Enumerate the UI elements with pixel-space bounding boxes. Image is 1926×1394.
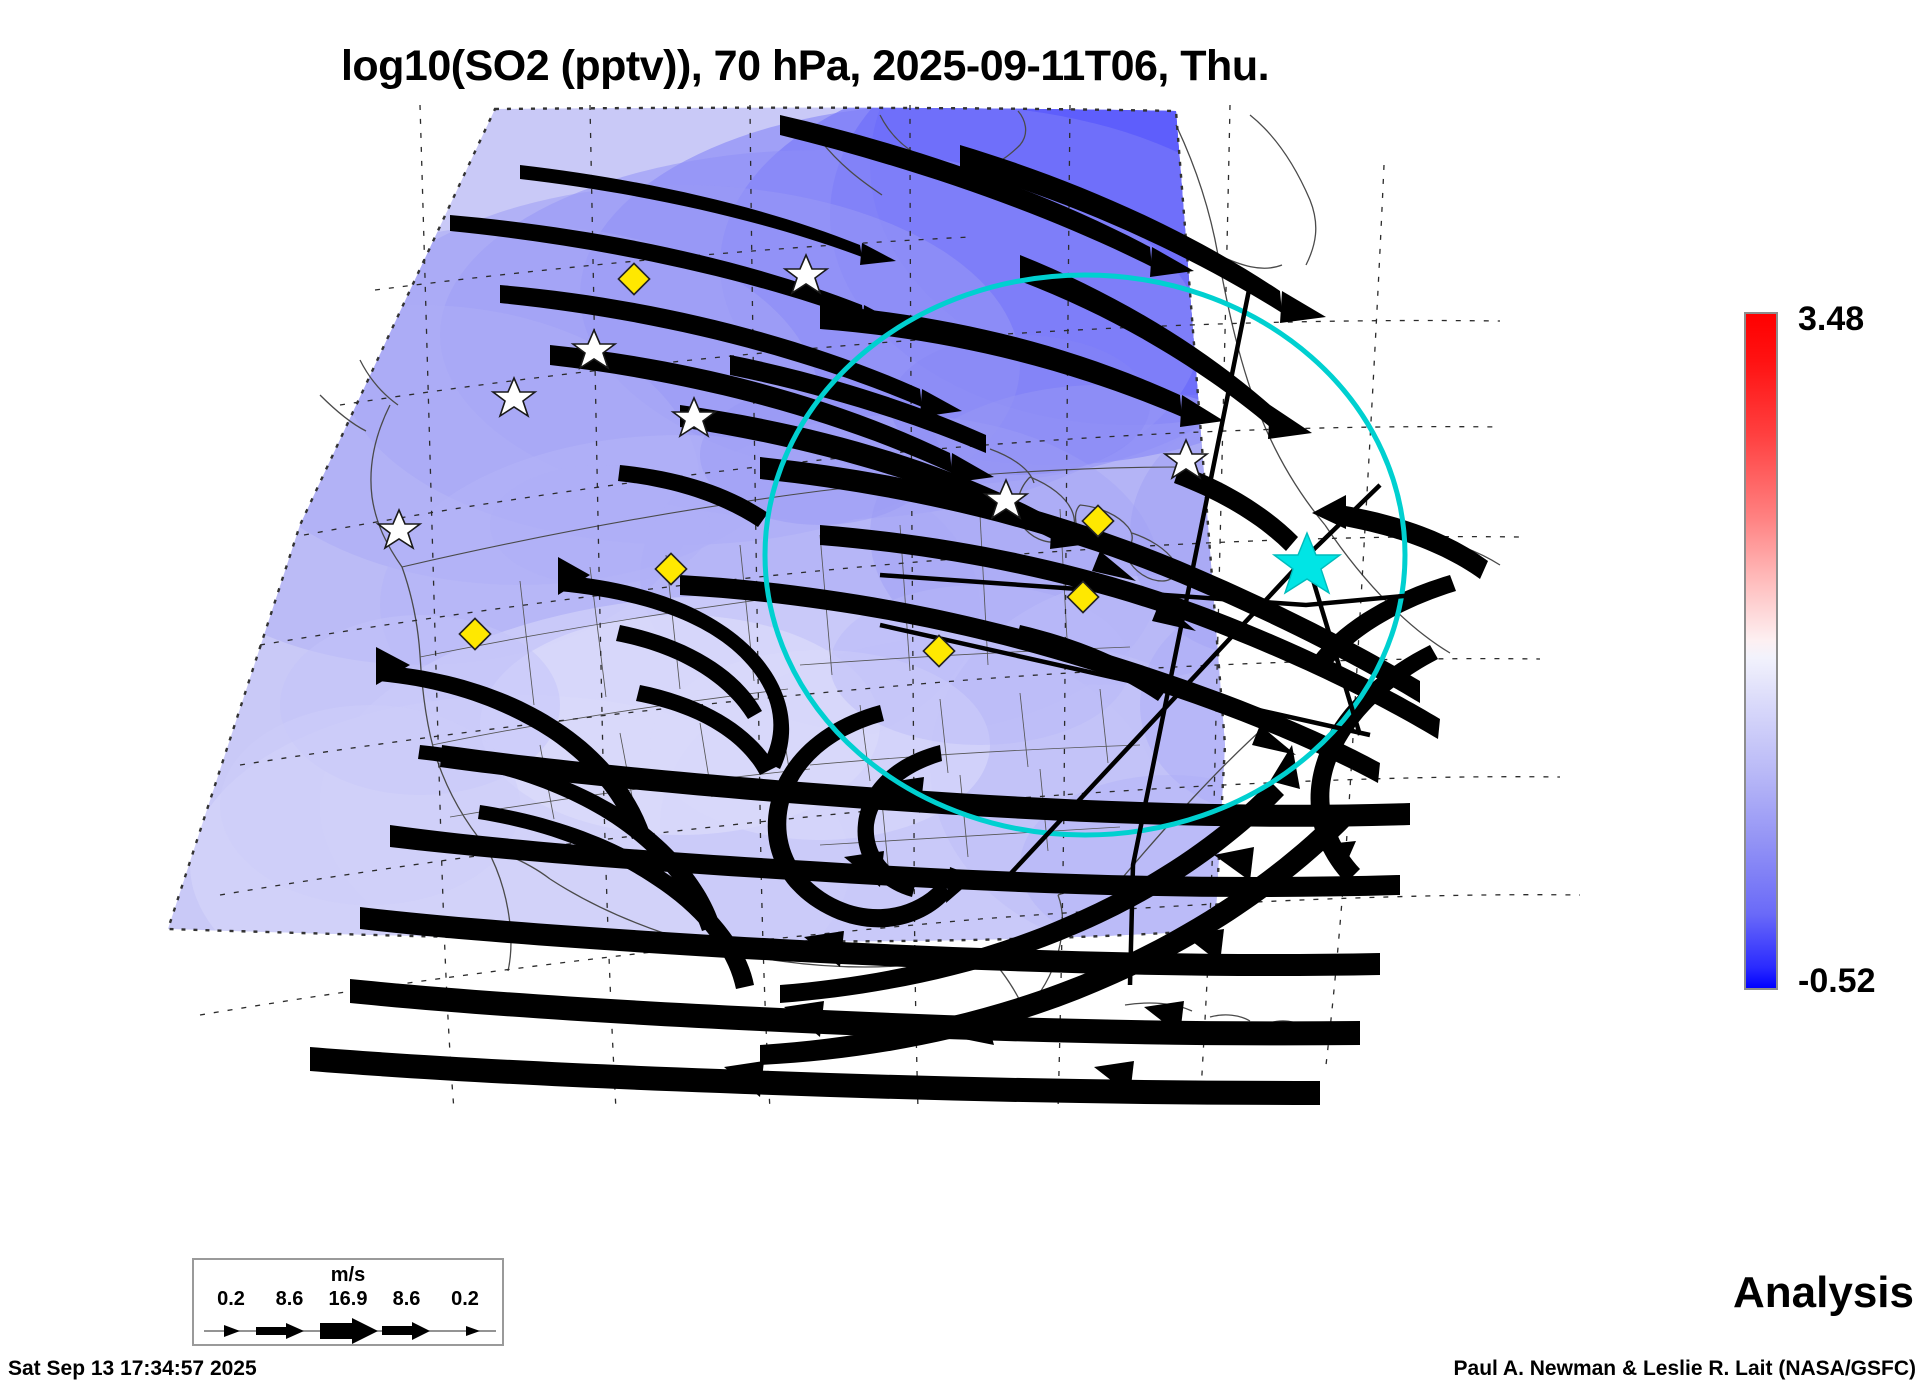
author-credit: Paul A. Newman & Leslie R. Lait (NASA/GS…: [1453, 1357, 1916, 1380]
wind-legend-unit-label: m/s: [330, 1264, 366, 1286]
map-panel[interactable]: [120, 105, 1600, 1125]
wind-speed-legend: m/s 0.2 8.6 16.9 8.6 0.2: [192, 1258, 504, 1346]
colorbar-min-label: -0.52: [1798, 962, 1876, 1000]
wind-tick-2: 16.9: [328, 1288, 368, 1310]
wind-legend-tick-labels: 0.2 8.6 16.9 8.6 0.2: [202, 1288, 494, 1311]
range-ring-circle: [762, 272, 1408, 838]
yellow-diamond-markers: [458, 262, 1115, 668]
wind-streamlines-layer: [310, 115, 1488, 1105]
colorbar-max-label: 3.48: [1798, 300, 1865, 338]
colorbar: [1744, 312, 1778, 990]
analysis-label: Analysis: [1733, 1268, 1914, 1317]
map-canvas[interactable]: [120, 105, 1600, 1125]
wind-legend-arrow-icons: [204, 1318, 496, 1344]
generation-timestamp: Sat Sep 13 17:34:57 2025: [8, 1357, 257, 1380]
wind-tick-3: 8.6: [392, 1288, 421, 1310]
cyan-star-marker: [1271, 531, 1343, 595]
white-star-markers: [375, 252, 1210, 550]
page-title: log10(SO2 (pptv)), 70 hPa, 2025-09-11T06…: [340, 42, 1270, 90]
wind-tick-4: 0.2: [451, 1288, 479, 1310]
wind-tick-1: 8.6: [275, 1288, 304, 1310]
wind-tick-0: 0.2: [217, 1288, 245, 1310]
map-domain-boundary: [166, 106, 1227, 943]
